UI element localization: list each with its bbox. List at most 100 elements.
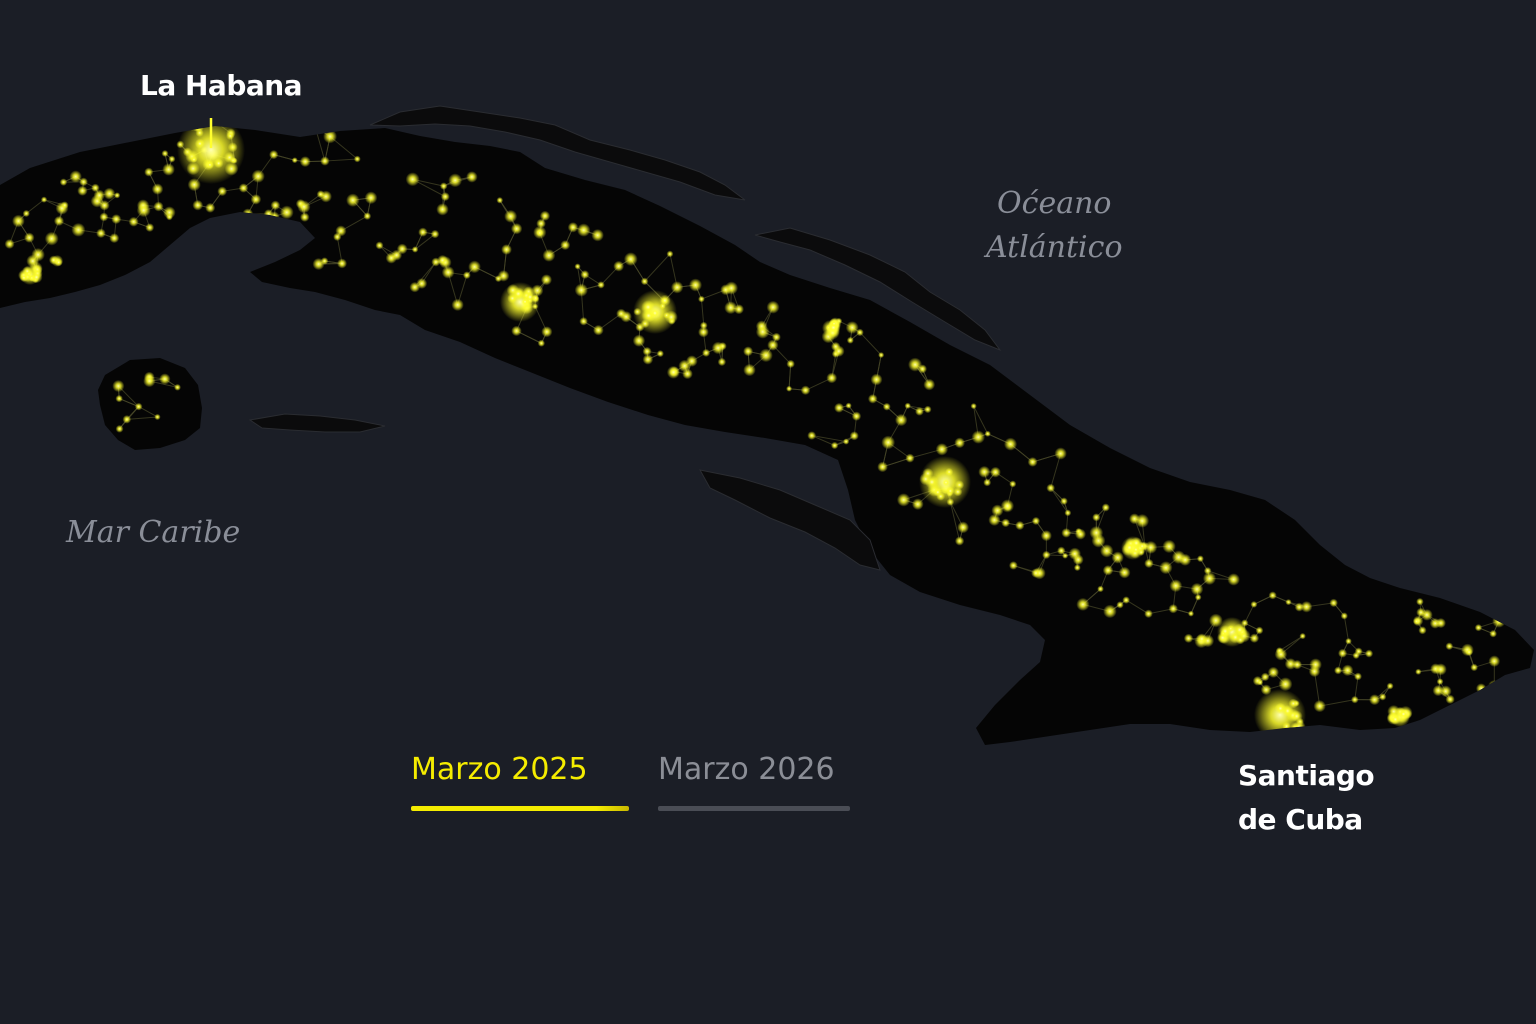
town-light — [851, 411, 862, 421]
town-light — [439, 182, 448, 190]
city-light — [945, 486, 955, 496]
town-light — [364, 191, 378, 205]
town-light — [560, 240, 571, 251]
tab-marzo-2025-underline — [411, 806, 629, 811]
town-light — [48, 255, 59, 265]
tab-marzo-2025[interactable]: Marzo 2025 — [411, 750, 629, 814]
town-light — [1194, 593, 1202, 601]
town-light — [144, 167, 154, 177]
city-light — [226, 131, 235, 141]
town-light — [1354, 672, 1362, 681]
city-light — [1398, 708, 1409, 720]
town-light — [1489, 629, 1497, 638]
town-light — [567, 222, 579, 233]
tab-marzo-2026[interactable]: Marzo 2026 — [658, 750, 850, 814]
city-light — [195, 128, 204, 138]
town-light — [702, 348, 711, 357]
town-light — [136, 203, 151, 218]
town-light — [1260, 672, 1270, 682]
town-light — [1345, 637, 1352, 645]
town-light — [698, 295, 705, 303]
city-light — [941, 478, 951, 487]
ocean-label-line1: Oćeano — [997, 186, 1112, 221]
town-light — [1474, 694, 1487, 707]
town-light — [22, 209, 30, 218]
town-light — [468, 260, 481, 274]
town-light — [971, 430, 986, 444]
town-light — [59, 178, 68, 186]
town-light — [536, 229, 544, 237]
town-light — [1352, 651, 1360, 660]
town-light — [122, 415, 132, 424]
town-light — [504, 209, 518, 223]
town-light — [1061, 528, 1072, 538]
town-light — [895, 413, 908, 427]
road-segment — [1480, 688, 1482, 701]
town-light — [970, 403, 977, 410]
northern-keys-east — [754, 227, 1002, 352]
city-light — [1290, 710, 1303, 722]
town-light — [416, 278, 428, 289]
town-light — [800, 385, 811, 396]
town-light — [375, 241, 384, 250]
town-light — [396, 243, 408, 255]
town-light — [1202, 571, 1217, 585]
town-light — [1203, 566, 1212, 575]
caribbean-label-text: Mar Caribe — [66, 515, 241, 550]
town-light — [613, 260, 625, 272]
town-light — [711, 341, 725, 355]
town-light — [755, 325, 770, 339]
town-light — [984, 430, 991, 437]
town-light — [1040, 530, 1052, 542]
town-light — [743, 363, 756, 377]
town-light — [1416, 607, 1426, 618]
city-light — [1292, 720, 1306, 734]
city-light — [194, 138, 205, 149]
town-light — [536, 218, 546, 229]
town-light — [670, 281, 684, 294]
town-light — [44, 231, 59, 246]
town-light — [1465, 648, 1473, 656]
town-light — [666, 250, 674, 258]
town-light — [1416, 597, 1424, 606]
town-light — [145, 223, 155, 232]
road-segment — [700, 299, 705, 326]
town-light — [1462, 698, 1470, 706]
city-light — [1233, 623, 1247, 637]
town-light — [772, 332, 781, 342]
town-light — [623, 252, 638, 266]
town-light — [1351, 695, 1359, 704]
city-light — [524, 291, 536, 303]
road-segment — [192, 126, 197, 129]
town-light — [299, 156, 311, 168]
town-light — [1135, 513, 1150, 528]
town-light — [154, 413, 161, 421]
town-light — [1308, 665, 1321, 678]
town-light — [1249, 633, 1260, 643]
town-light — [1009, 561, 1018, 570]
road-segment — [192, 126, 200, 129]
town-light — [1434, 663, 1447, 676]
tab-marzo-2026-underline — [658, 806, 850, 811]
town-light — [830, 341, 841, 352]
road-segment — [1480, 686, 1495, 702]
city-light — [511, 287, 525, 301]
city-light — [936, 491, 946, 501]
town-light — [1278, 677, 1293, 692]
town-light — [166, 213, 173, 221]
road-segment — [1279, 635, 1303, 652]
town-light — [991, 504, 1004, 517]
town-light — [1046, 483, 1055, 493]
town-light — [990, 466, 1001, 478]
town-light — [1492, 603, 1501, 612]
city-light — [30, 271, 43, 284]
road-segment — [1125, 599, 1149, 615]
town-light — [418, 227, 428, 237]
town-light — [242, 208, 254, 220]
town-light — [1439, 685, 1452, 698]
city-light — [1219, 625, 1232, 638]
road-segment — [949, 501, 961, 542]
town-light — [112, 379, 125, 393]
town-light — [1227, 573, 1240, 586]
town-light — [1338, 648, 1348, 658]
